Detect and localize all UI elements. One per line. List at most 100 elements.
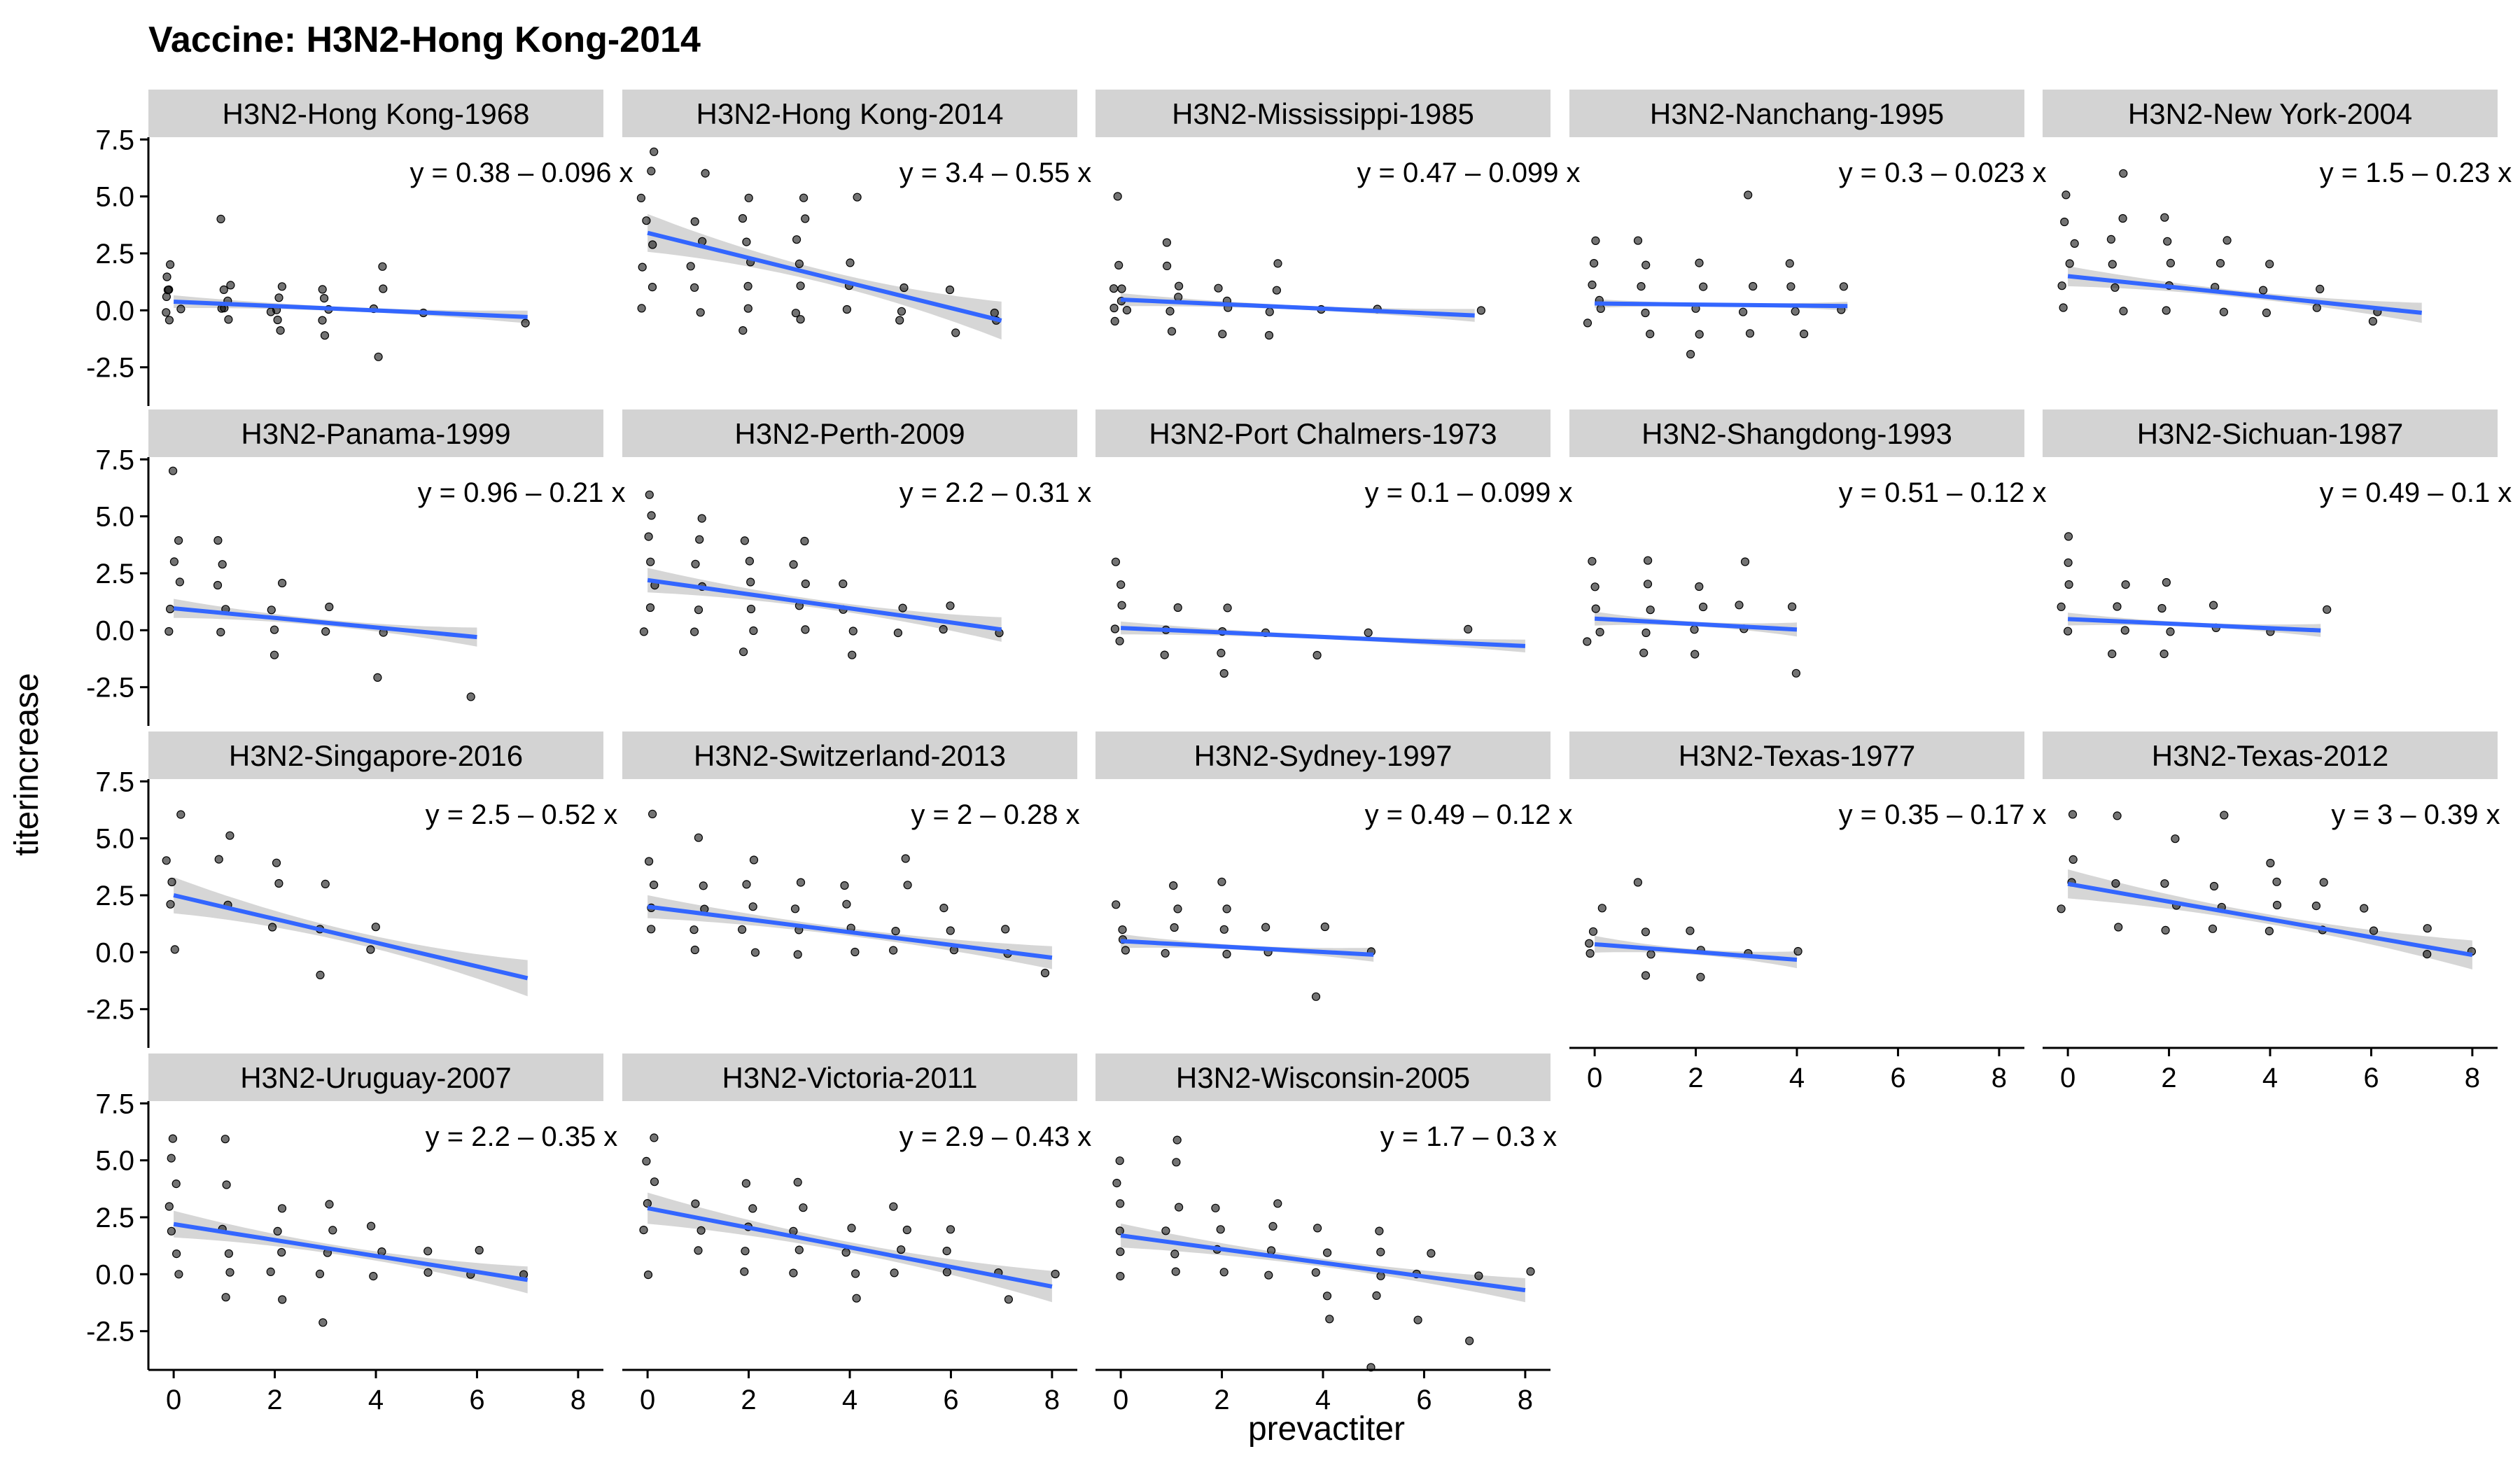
facet-panel: H3N2-Shangdong-1993 y = 0.51 – 0.12 x bbox=[1569, 410, 2046, 678]
data-point bbox=[1476, 306, 1485, 315]
data-point bbox=[2259, 286, 2268, 295]
x-tick-label: 6 bbox=[2363, 1063, 2379, 1093]
data-point bbox=[1526, 1267, 1535, 1276]
data-point bbox=[1591, 236, 1600, 245]
facet-strip-label: H3N2-Panama-1999 bbox=[241, 417, 510, 450]
data-point bbox=[2423, 924, 2432, 933]
facet-panel: H3N2-Texas-2012 y = 3 – 0.39 x 0 2 4 6 8 bbox=[2043, 732, 2500, 1093]
data-point bbox=[276, 326, 285, 335]
data-point bbox=[1268, 1222, 1278, 1231]
data-point bbox=[799, 193, 808, 202]
data-point bbox=[649, 880, 659, 890]
data-point bbox=[686, 262, 695, 271]
data-point bbox=[2121, 580, 2130, 589]
data-point bbox=[1642, 628, 1651, 638]
data-point bbox=[1596, 304, 1605, 313]
y-tick-label: 2.5 bbox=[95, 559, 134, 589]
data-point bbox=[1591, 604, 1600, 613]
data-point bbox=[366, 945, 375, 954]
x-tick-label: 4 bbox=[842, 1385, 858, 1415]
data-point bbox=[939, 903, 948, 913]
y-tick-label: 2.5 bbox=[95, 239, 134, 270]
y-tick-label: -2.5 bbox=[86, 353, 134, 384]
data-point bbox=[521, 318, 530, 328]
data-point bbox=[793, 1177, 802, 1187]
data-point bbox=[840, 881, 849, 890]
data-point bbox=[2369, 926, 2379, 935]
x-tick-label: 8 bbox=[1044, 1385, 1060, 1415]
data-point bbox=[890, 1268, 899, 1278]
data-point bbox=[164, 316, 174, 325]
data-point bbox=[226, 281, 235, 290]
data-point bbox=[650, 1133, 659, 1142]
facet-strip bbox=[1096, 732, 1550, 779]
data-point bbox=[1170, 923, 1179, 932]
data-point bbox=[2106, 234, 2115, 244]
data-point bbox=[176, 304, 186, 314]
regression-equation: y = 0.47 – 0.099 x bbox=[1357, 158, 1580, 188]
data-point bbox=[1116, 1271, 1125, 1281]
y-tick-label: 2.5 bbox=[95, 881, 134, 911]
data-point bbox=[690, 945, 699, 955]
data-point bbox=[744, 193, 753, 202]
data-point bbox=[1162, 261, 1172, 270]
facet-strip bbox=[2043, 732, 2498, 779]
data-point bbox=[424, 1247, 433, 1256]
y-tick-label: 5.0 bbox=[95, 182, 134, 213]
data-point bbox=[644, 532, 653, 541]
facet-panel: H3N2-Hong Kong-2014 y = 3.4 – 0.55 x bbox=[622, 90, 1091, 340]
data-point bbox=[270, 625, 279, 634]
data-point bbox=[2160, 879, 2169, 888]
data-point bbox=[2368, 316, 2377, 326]
facet-strip-label: H3N2-Perth-2009 bbox=[734, 417, 965, 450]
data-point bbox=[213, 580, 223, 590]
facet-strip bbox=[1096, 410, 1550, 457]
data-point bbox=[166, 604, 175, 614]
data-point bbox=[791, 309, 801, 318]
facet-panel: H3N2-Sydney-1997 y = 0.49 – 0.12 x bbox=[1096, 732, 1572, 1001]
data-point bbox=[644, 857, 654, 866]
regression-equation: y = 0.38 – 0.096 x bbox=[410, 158, 633, 188]
data-point bbox=[1109, 284, 1119, 293]
facet-strip bbox=[1096, 1054, 1550, 1101]
data-point bbox=[749, 626, 758, 636]
regression-equation: y = 3 – 0.39 x bbox=[2331, 799, 2500, 830]
data-point bbox=[1312, 650, 1322, 660]
data-point bbox=[1800, 329, 1809, 339]
facet-strip-label: H3N2-Switzerland-2013 bbox=[694, 739, 1006, 772]
data-point bbox=[647, 167, 656, 176]
data-point bbox=[1643, 580, 1653, 589]
data-point bbox=[1639, 648, 1648, 657]
x-tick-label: 4 bbox=[1315, 1385, 1331, 1415]
facet-panel: H3N2-Nanchang-1995 y = 0.3 – 0.023 x bbox=[1569, 90, 2046, 359]
data-point bbox=[1173, 603, 1182, 612]
data-point bbox=[740, 1267, 749, 1276]
data-point bbox=[1222, 904, 1231, 913]
data-point bbox=[1786, 282, 1795, 291]
data-point bbox=[841, 1248, 850, 1257]
data-point bbox=[2064, 558, 2073, 567]
data-point bbox=[1110, 624, 1120, 634]
data-point bbox=[1161, 948, 1170, 958]
regression-equation: y = 1.7 – 0.3 x bbox=[1380, 1121, 1557, 1152]
data-point bbox=[2219, 307, 2228, 316]
data-point bbox=[2111, 878, 2120, 888]
y-axis-title: titerincrease bbox=[8, 673, 46, 855]
data-point bbox=[1122, 306, 1132, 315]
x-tick-label: 8 bbox=[1518, 1385, 1533, 1415]
regression-line bbox=[1120, 298, 1475, 318]
facet-strip-label: H3N2-Texas-1977 bbox=[1679, 739, 1916, 772]
data-point bbox=[942, 1268, 952, 1277]
data-point bbox=[790, 904, 800, 913]
data-point bbox=[2216, 259, 2225, 268]
data-point bbox=[321, 879, 330, 889]
data-point bbox=[369, 1271, 378, 1281]
data-point bbox=[1325, 1315, 1334, 1324]
data-point bbox=[272, 858, 281, 867]
facet-panel: H3N2-Singapore-2016 y = 2.5 – 0.52 x -2.5 0… bbox=[86, 732, 617, 1048]
data-point bbox=[2064, 580, 2073, 589]
data-point bbox=[888, 946, 898, 955]
data-point bbox=[270, 650, 279, 659]
data-point bbox=[1322, 1248, 1332, 1257]
x-tick-label: 2 bbox=[2161, 1063, 2176, 1093]
